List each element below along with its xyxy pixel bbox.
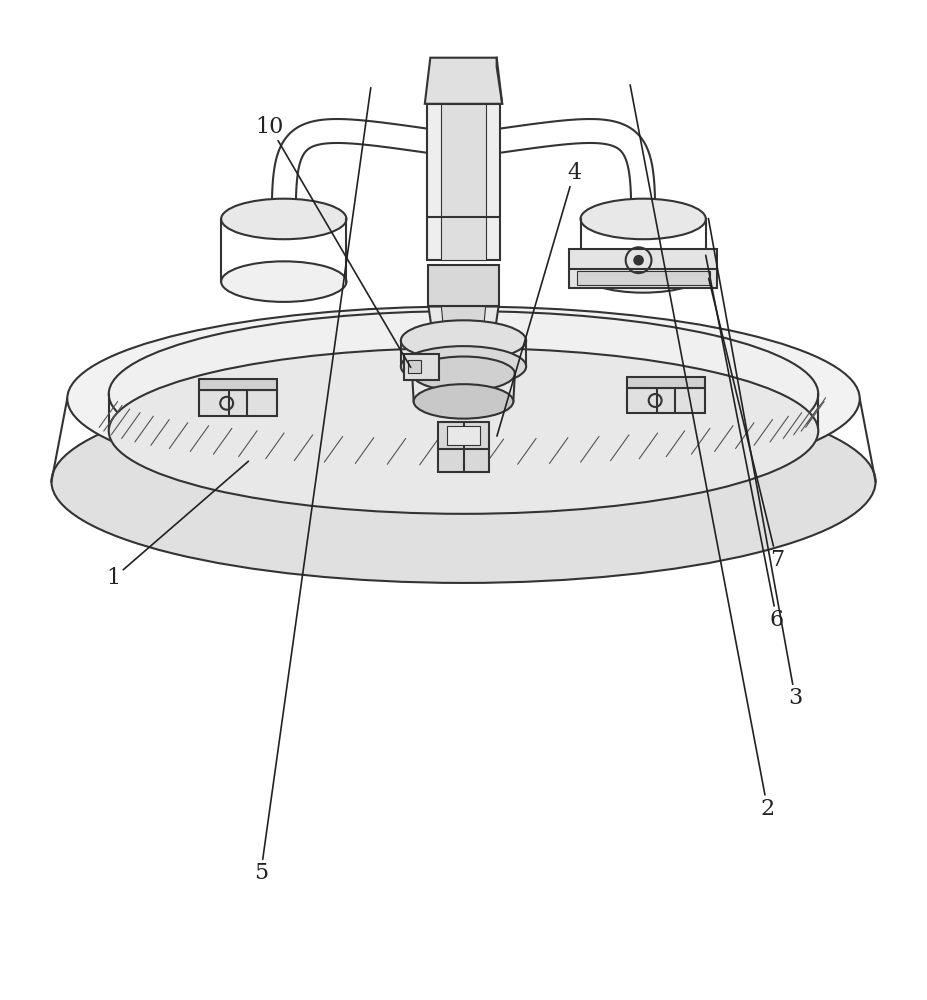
Ellipse shape [413, 357, 514, 391]
Bar [447, 426, 480, 445]
Polygon shape [441, 306, 486, 357]
Text: 4: 4 [497, 162, 581, 436]
Ellipse shape [580, 252, 705, 293]
Ellipse shape [413, 384, 514, 419]
Ellipse shape [108, 311, 819, 477]
Bar [403, 354, 438, 380]
Ellipse shape [222, 199, 347, 239]
Bar [428, 265, 499, 306]
Bar [198, 379, 277, 390]
Circle shape [634, 256, 643, 265]
Bar [438, 422, 489, 472]
Text: 10: 10 [256, 116, 411, 367]
Text: 3: 3 [708, 218, 803, 709]
Polygon shape [428, 306, 499, 357]
Ellipse shape [400, 346, 527, 387]
Bar [426, 104, 501, 260]
Text: 5: 5 [254, 88, 371, 884]
Bar [441, 104, 486, 260]
Ellipse shape [68, 306, 859, 491]
Ellipse shape [580, 199, 705, 239]
Polygon shape [425, 58, 502, 104]
Ellipse shape [51, 380, 876, 583]
Ellipse shape [400, 320, 527, 361]
Bar [408, 360, 421, 373]
Bar [627, 388, 705, 413]
Bar [569, 249, 717, 288]
Bar [198, 390, 277, 416]
Text: 2: 2 [630, 85, 775, 820]
Bar [577, 271, 709, 285]
Text: 1: 1 [107, 461, 248, 589]
Ellipse shape [222, 261, 347, 302]
Ellipse shape [108, 348, 819, 514]
Bar [627, 377, 705, 388]
Text: 6: 6 [705, 255, 784, 631]
Text: 7: 7 [708, 278, 784, 571]
